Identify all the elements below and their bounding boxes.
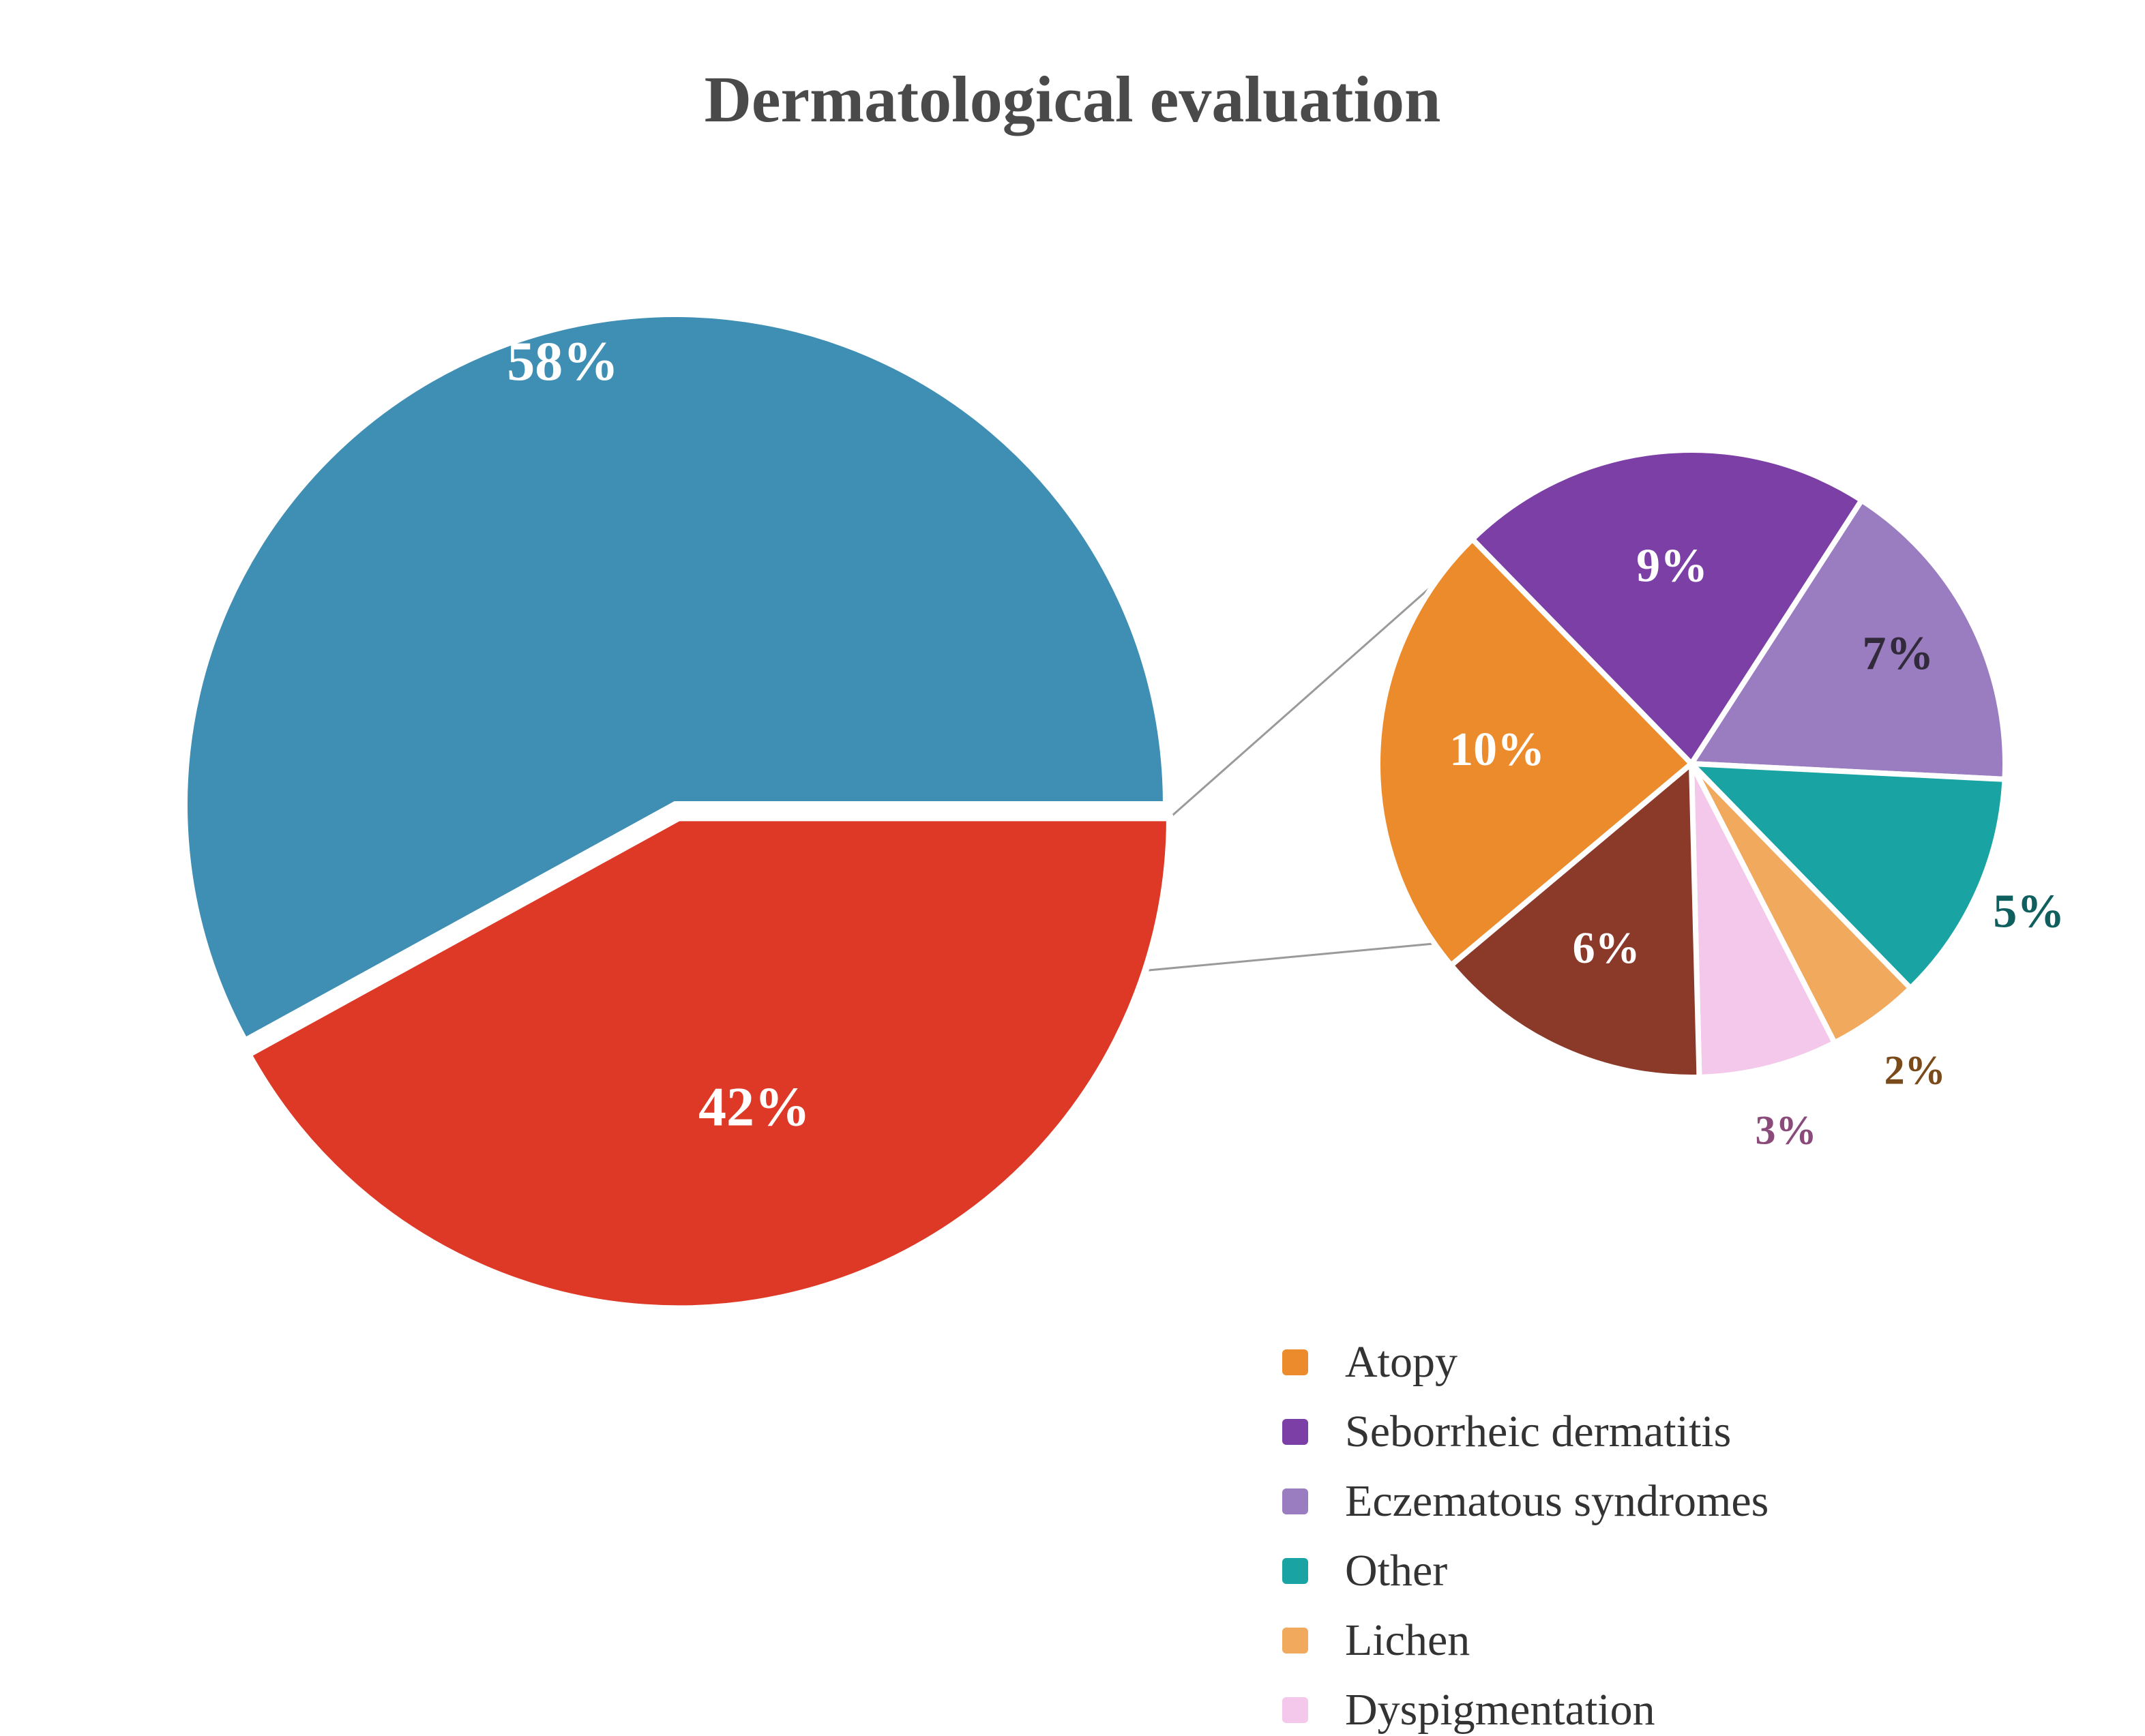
legend-row: Atopy bbox=[1282, 1336, 1769, 1388]
legend-swatch bbox=[1282, 1488, 1308, 1514]
legend-swatch bbox=[1282, 1558, 1308, 1584]
sub-pie-label-5: 3% bbox=[1755, 1108, 1816, 1153]
sub-pie-label-6: 6% bbox=[1573, 923, 1640, 973]
sub-pie-label-1: 9% bbox=[1636, 539, 1708, 592]
legend-row: Other bbox=[1282, 1545, 1769, 1597]
main-pie: 42% 58% bbox=[184, 314, 1170, 1308]
sub-pie-label-0: 10% bbox=[1449, 723, 1545, 776]
sub-pie-label-2: 7% bbox=[1862, 627, 1934, 680]
legend-swatch bbox=[1282, 1419, 1308, 1445]
legend-swatch bbox=[1282, 1697, 1308, 1723]
legend-label: Other bbox=[1345, 1545, 1447, 1597]
sub-pie-label-4: 2% bbox=[1884, 1047, 1946, 1092]
legend-label: Atopy bbox=[1345, 1336, 1458, 1388]
main-pie-label-0: 42% bbox=[698, 1076, 810, 1138]
legend-label: Seborrheic dermatitis bbox=[1345, 1406, 1731, 1458]
legend-label: Lichen bbox=[1345, 1615, 1470, 1666]
legend-swatch bbox=[1282, 1349, 1308, 1375]
chart-svg: 42% 58% 10% 9% 7% 5% 2% 3% 6% bbox=[0, 0, 2145, 1714]
legend: Atopy Seborrheic dermatitis Eczematous syn… bbox=[1282, 1336, 1769, 1736]
legend-row: Eczematous syndromes bbox=[1282, 1476, 1769, 1527]
legend-row: Seborrheic dermatitis bbox=[1282, 1406, 1769, 1458]
main-pie-label-1: 58% bbox=[507, 330, 619, 392]
legend-row: Dyspigmentation bbox=[1282, 1684, 1769, 1736]
legend-label: Dyspigmentation bbox=[1345, 1684, 1655, 1736]
sub-pie-label-3: 5% bbox=[1993, 885, 2065, 938]
legend-swatch bbox=[1282, 1628, 1308, 1653]
legend-row: Lichen bbox=[1282, 1615, 1769, 1666]
sub-pie: 10% 9% 7% 5% 2% 3% 6% bbox=[1378, 450, 2065, 1153]
chart-stage: Dermatological evaluation 42%58%10%9%7%5… bbox=[0, 0, 2145, 1714]
legend-label: Eczematous syndromes bbox=[1345, 1476, 1769, 1527]
